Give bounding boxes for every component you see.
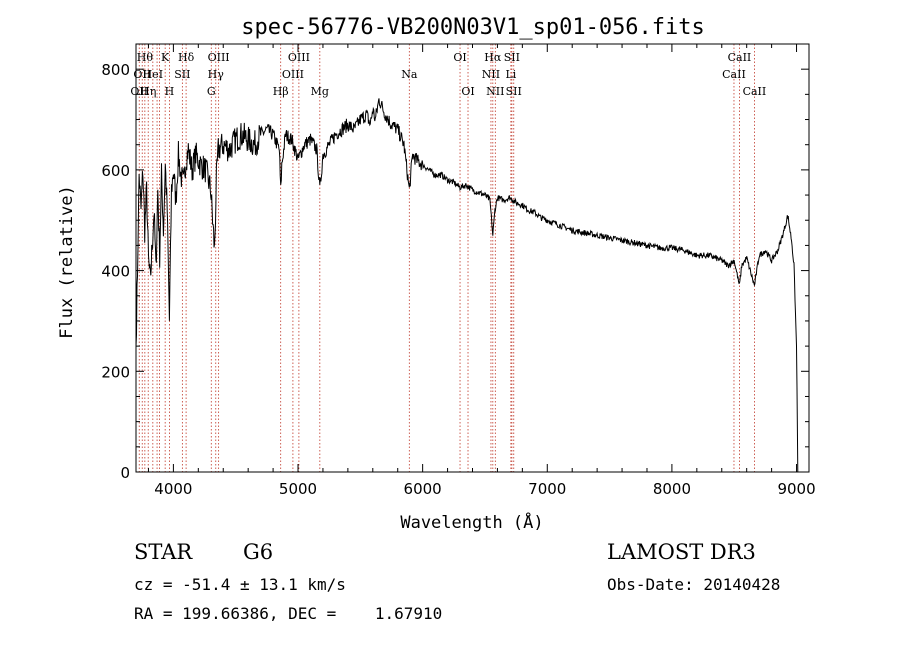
y-axis-ticks: 0 200 400 600 800 — [101, 61, 809, 482]
line-marker-label: OII — [133, 68, 151, 81]
line-marker-label: Na — [401, 68, 418, 81]
line-marker-label: OIII — [208, 51, 230, 64]
line-marker-label: NII — [486, 85, 504, 98]
line-marker-label: SII — [506, 85, 522, 98]
line-marker-label: CaII — [728, 51, 752, 64]
line-marker-label: Hθ — [137, 51, 154, 64]
line-marker-label: Hβ — [273, 85, 289, 98]
line-marker-label: HeI — [143, 68, 163, 81]
line-marker-label: CaII — [743, 85, 767, 98]
y-tick-label: 400 — [101, 263, 130, 281]
x-tick-label: 7000 — [528, 480, 566, 498]
line-marker-label: Hγ — [208, 68, 225, 81]
x-tick-label: 6000 — [404, 480, 442, 498]
line-marker-label: K — [161, 51, 170, 64]
object-class: STAR — [134, 540, 193, 564]
line-marker-label: Mg — [311, 85, 329, 98]
x-tick-label: 5000 — [279, 480, 317, 498]
y-tick-label: 800 — [101, 61, 130, 79]
line-marker-label: SII — [504, 51, 520, 64]
line-marker-label: Hδ — [178, 51, 195, 64]
survey-name: LAMOST DR3 — [607, 540, 756, 564]
line-marker-label: H — [165, 85, 175, 98]
line-marker-labels: OII OII Hθ Hη HeI K H SII Hδ G Hγ OIII Hβ OIII OIII Mg N… — [130, 51, 766, 98]
line-marker-label: OI — [453, 51, 466, 64]
line-marker-label: CaII — [722, 68, 746, 81]
line-markers — [138, 44, 755, 472]
observation-date: Obs-Date: 20140428 — [607, 575, 781, 594]
y-tick-label: 0 — [120, 464, 130, 482]
object-subclass: G6 — [243, 540, 274, 564]
x-tick-label: 9000 — [777, 480, 815, 498]
x-axis-label: Wavelength (Å) — [400, 511, 543, 533]
spectrum-line — [135, 98, 799, 473]
line-marker-label: Li — [505, 68, 516, 81]
line-marker-label: OIII — [288, 51, 310, 64]
line-marker-label: Hη — [140, 85, 156, 98]
x-axis-ticks: 4000 5000 6000 7000 8000 9000 — [147, 44, 816, 498]
redshift-velocity: cz = -51.4 ± 13.1 km/s — [134, 575, 346, 594]
y-tick-label: 200 — [101, 363, 130, 381]
coordinates: RA = 199.66386, DEC = 1.67910 — [134, 604, 443, 623]
x-tick-label: 8000 — [653, 480, 691, 498]
y-axis-label: Flux (relative) — [57, 185, 77, 339]
line-marker-label: G — [207, 85, 216, 98]
y-tick-label: 600 — [101, 162, 130, 180]
line-marker-label: NII — [482, 68, 500, 81]
line-marker-label: SII — [174, 68, 190, 81]
line-marker-label: OII — [130, 85, 148, 98]
line-marker-label: Hα — [484, 51, 502, 64]
line-marker-label: OI — [461, 85, 474, 98]
chart-title: spec-56776-VB200N03V1_sp01-056.fits — [241, 15, 705, 40]
x-tick-label: 4000 — [154, 480, 192, 498]
line-marker-label: OIII — [282, 68, 304, 81]
